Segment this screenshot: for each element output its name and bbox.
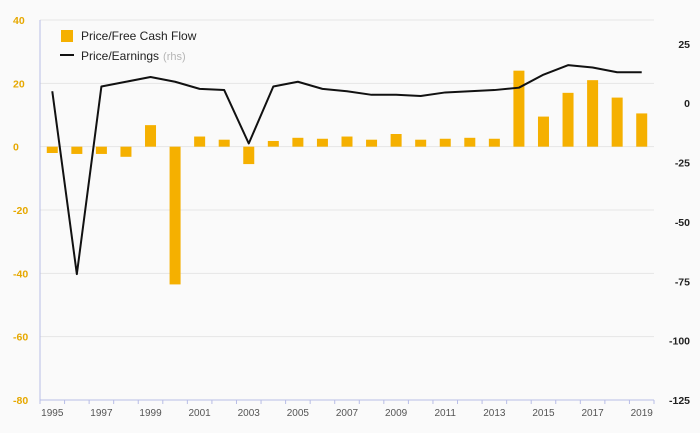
legend-label-price-earnings-name: Price/Earnings	[81, 49, 159, 63]
bar-2017	[587, 80, 599, 147]
x-tick-label: 2011	[434, 408, 456, 419]
legend-swatch-price-fcf	[61, 30, 73, 42]
bar-series	[46, 70, 648, 285]
bar-2002	[218, 139, 230, 147]
bar-2012	[464, 137, 476, 147]
bar-2018	[611, 97, 623, 147]
bar-1996	[71, 146, 83, 154]
bar-2014	[513, 70, 525, 147]
bar-2015	[537, 116, 549, 147]
x-tick-label: 2015	[532, 408, 555, 419]
legend: Price/Free Cash Flow Price/Earnings (rhs)	[60, 29, 197, 63]
x-tick-label: 2005	[287, 408, 310, 419]
left-tick-label: 0	[13, 142, 19, 154]
right-tick-label: -75	[675, 276, 690, 288]
x-tick-label: 2017	[581, 408, 604, 419]
right-tick-label: 25	[678, 39, 690, 51]
x-tick-label: 2013	[483, 408, 506, 419]
left-tick-label: 20	[13, 78, 25, 90]
bar-1998	[120, 146, 132, 157]
bar-1995	[46, 146, 58, 153]
bar-2019	[636, 113, 648, 147]
bar-1997	[95, 146, 107, 154]
bar-2001	[194, 136, 206, 147]
legend-label-price-earnings: Price/Earnings (rhs)	[81, 49, 186, 63]
bar-2005	[292, 137, 304, 147]
bar-2009	[390, 134, 402, 147]
left-tick-label: -40	[13, 268, 28, 280]
bar-2006	[316, 138, 328, 147]
x-tick-label: 2001	[189, 408, 212, 419]
right-tick-label: -125	[669, 395, 690, 407]
bar-2008	[366, 139, 378, 147]
line-series-price-earnings	[51, 64, 642, 276]
right-tick-label: -25	[675, 158, 690, 170]
x-tick-label: 2009	[385, 408, 408, 419]
x-tick-label: 1999	[139, 408, 162, 419]
x-axis-ticks: 1995 1997 1999 2001 2003 2005 2007 2009 2011 2013…	[39, 400, 655, 419]
left-tick-label: -60	[13, 332, 28, 344]
bar-2016	[562, 92, 574, 147]
bar-2007	[341, 136, 353, 147]
bar-2010	[415, 139, 427, 147]
bar-2000	[169, 146, 181, 285]
right-tick-label: -100	[669, 336, 690, 348]
legend-label-rhs: (rhs)	[163, 51, 186, 63]
left-tick-label: 40	[13, 15, 25, 27]
right-axis-ticks: 25 0 -25 -50 -75 -100 -125	[669, 39, 690, 407]
legend-label-price-fcf: Price/Free Cash Flow	[81, 29, 197, 43]
left-tick-label: -80	[13, 395, 28, 407]
right-tick-label: -50	[675, 217, 690, 229]
x-tick-label: 2019	[631, 408, 654, 419]
bar-2004	[267, 140, 279, 147]
left-axis-ticks: 40 20 0 -20 -40 -60 -80	[13, 15, 28, 407]
bar-2013	[488, 138, 500, 147]
x-tick-label: 2007	[336, 408, 359, 419]
x-tick-label: 2003	[238, 408, 261, 419]
right-tick-label: 0	[684, 98, 690, 110]
left-tick-label: -20	[13, 205, 28, 217]
bar-2003	[243, 146, 255, 165]
x-tick-label: 1995	[41, 408, 64, 419]
bar-2011	[439, 138, 451, 147]
bar-1999	[145, 125, 157, 147]
x-tick-label: 1997	[90, 408, 113, 419]
